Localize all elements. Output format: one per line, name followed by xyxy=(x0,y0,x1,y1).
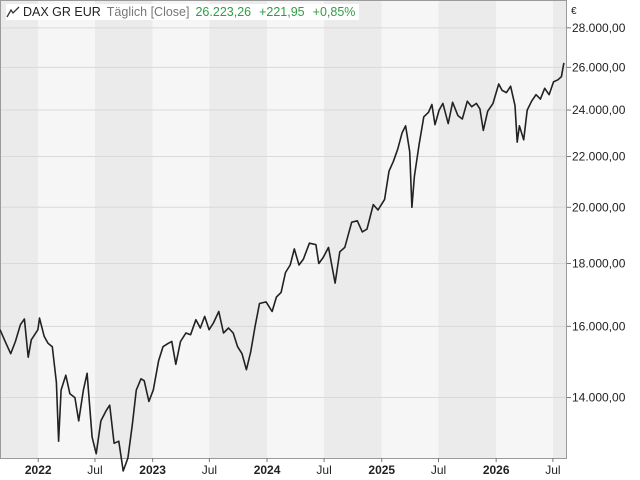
x-axis: 2022 Jul 2023 Jul 2024 Jul 2025 Jul 2026 Jul xyxy=(25,458,561,477)
period-band xyxy=(267,0,325,458)
y-tick-label: 26.000,00 xyxy=(572,60,626,74)
period-band xyxy=(209,0,268,458)
x-tick-label: Jul xyxy=(316,463,331,477)
symbol-name: DAX GR EUR xyxy=(23,5,101,19)
x-tick-label: 2023 xyxy=(139,463,166,477)
x-tick-label: 2026 xyxy=(483,463,510,477)
period-band xyxy=(94,0,153,458)
y-tick-label: 14.000,00 xyxy=(572,391,626,405)
y-tick-label: 20.000,00 xyxy=(572,200,626,214)
x-tick-label: Jul xyxy=(431,463,446,477)
period-band xyxy=(0,0,39,458)
y-tick-label: 18.000,00 xyxy=(572,257,626,271)
period-band xyxy=(152,0,210,458)
y-axis: 14.000,00 16.000,00 18.000,00 20.000,00 22.0… xyxy=(567,21,626,405)
y-tick-label: 16.000,00 xyxy=(572,319,626,333)
x-tick-label: Jul xyxy=(202,463,217,477)
currency-label: € xyxy=(571,6,577,17)
x-tick-label: Jul xyxy=(87,463,102,477)
x-tick-label: 2025 xyxy=(368,463,395,477)
period-band xyxy=(438,0,497,458)
x-tick-label: 2022 xyxy=(25,463,52,477)
price-change-percent: +0,85% xyxy=(312,5,356,19)
period-bands xyxy=(0,0,567,458)
interval-label[interactable]: Täglich [Close] xyxy=(106,5,190,19)
line-chart-icon xyxy=(6,6,20,18)
grid-lines xyxy=(0,27,567,399)
last-price: 26.223,26 xyxy=(195,5,252,19)
y-tick-label: 22.000,00 xyxy=(572,149,626,163)
x-tick-label: Jul xyxy=(545,463,560,477)
series-line xyxy=(0,62,565,472)
period-band xyxy=(552,0,567,458)
plot-frame xyxy=(0,0,567,459)
period-band xyxy=(496,0,553,458)
period-band xyxy=(381,0,439,458)
y-tick-label: 28.000,00 xyxy=(572,21,626,35)
period-band xyxy=(38,0,95,458)
price-change: +221,95 xyxy=(259,5,305,19)
chart-header: DAX GR EUR Täglich [Close] 26.223,26 +22… xyxy=(6,4,360,20)
period-band xyxy=(324,0,382,458)
x-tick-label: 2024 xyxy=(254,463,281,477)
y-tick-label: 24.000,00 xyxy=(572,103,626,117)
